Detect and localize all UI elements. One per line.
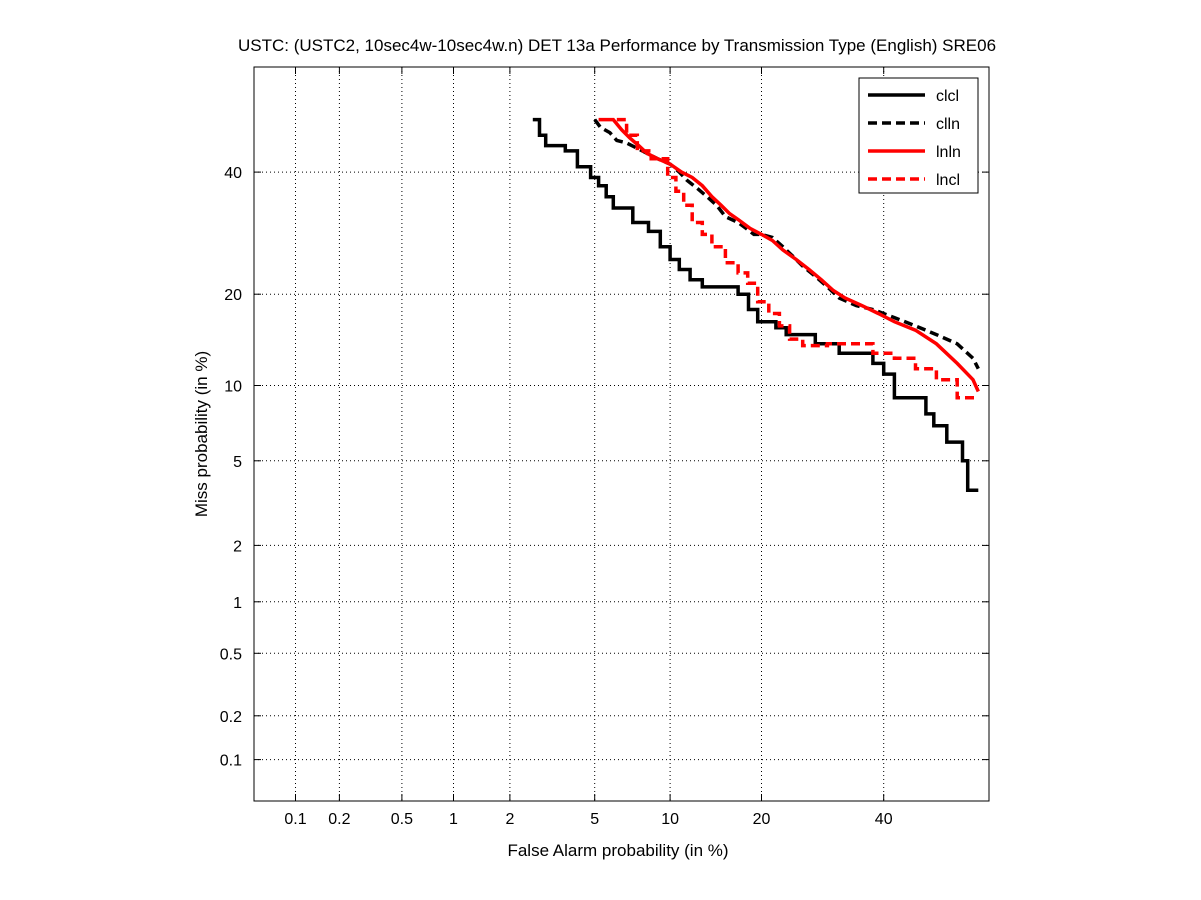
- y-tick-label: 0.5: [220, 646, 242, 663]
- x-tick-label: 2: [505, 811, 514, 828]
- series-layer: [532, 117, 980, 492]
- y-tick-label: 2: [233, 538, 242, 555]
- y-axis-label: Miss probability (in %): [192, 351, 211, 517]
- y-tick-label: 1: [233, 595, 242, 612]
- legend: clcl clln lnln lncl: [858, 77, 979, 194]
- y-tick-label: 0.1: [220, 753, 242, 770]
- y-tick-label: 20: [224, 287, 242, 304]
- legend-box: [858, 77, 979, 194]
- x-tick-label: 40: [875, 811, 893, 828]
- x-tick-label: 0.1: [284, 811, 306, 828]
- x-tick-label: 0.5: [391, 811, 413, 828]
- x-tick-label: 20: [753, 811, 771, 828]
- x-tick-label: 5: [590, 811, 599, 828]
- legend-label-clln: clln: [936, 116, 960, 133]
- legend-label-clcl: clcl: [936, 88, 959, 105]
- axis-ticks: 0.1 0.2 0.5 1 2 5 10 20 40 0.1 0.2 0.5 1 2 5 10 20 40: [220, 67, 989, 828]
- y-tick-label: 10: [224, 379, 242, 396]
- series-line-lnln: [598, 117, 980, 393]
- series-line-clcl: [532, 117, 979, 492]
- x-tick-label: 1: [449, 811, 458, 828]
- legend-label-lnln: lnln: [936, 144, 961, 161]
- x-axis-label: False Alarm probability (in %): [507, 841, 728, 860]
- y-tick-label: 5: [233, 454, 242, 471]
- x-tick-label: 10: [661, 811, 679, 828]
- x-tick-label: 0.2: [328, 811, 350, 828]
- axes-box: [253, 66, 990, 802]
- chart-title: USTC: (USTC2, 10sec4w-10sec4w.n) DET 13a…: [238, 36, 996, 55]
- y-tick-label: 0.2: [220, 709, 242, 726]
- y-tick-label: 40: [224, 165, 242, 182]
- series-line-lncl: [616, 117, 979, 400]
- legend-label-lncl: lncl: [936, 172, 960, 189]
